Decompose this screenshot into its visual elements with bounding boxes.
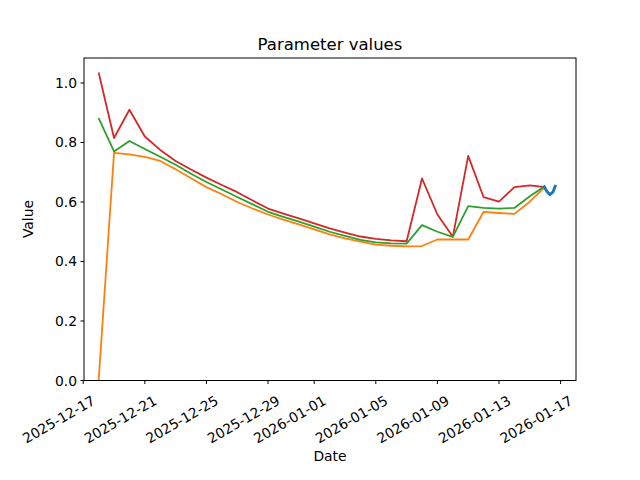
series-red-line xyxy=(99,73,546,242)
y-tick-label: 1.0 xyxy=(55,75,77,91)
y-tick-label: 0.4 xyxy=(55,253,77,269)
series-orange-line xyxy=(99,153,546,381)
figure: 2025-12-172025-12-212025-12-252025-12-29… xyxy=(0,0,640,480)
y-tick-label: 0.0 xyxy=(55,373,77,389)
parameter-values-line-chart: 2025-12-172025-12-212025-12-252025-12-29… xyxy=(0,0,640,480)
series-blue-line xyxy=(544,185,556,195)
x-axis-label: Date xyxy=(313,448,346,464)
y-tick-label: 0.8 xyxy=(55,134,77,150)
chart-title: Parameter values xyxy=(258,35,403,54)
axes: 2025-12-172025-12-212025-12-252025-12-29… xyxy=(20,58,576,446)
y-tick-label: 0.6 xyxy=(55,194,77,210)
y-tick-label: 0.2 xyxy=(55,313,77,329)
plot-border xyxy=(84,58,576,381)
y-axis-label: Value xyxy=(20,200,36,238)
plot-area xyxy=(99,73,556,381)
